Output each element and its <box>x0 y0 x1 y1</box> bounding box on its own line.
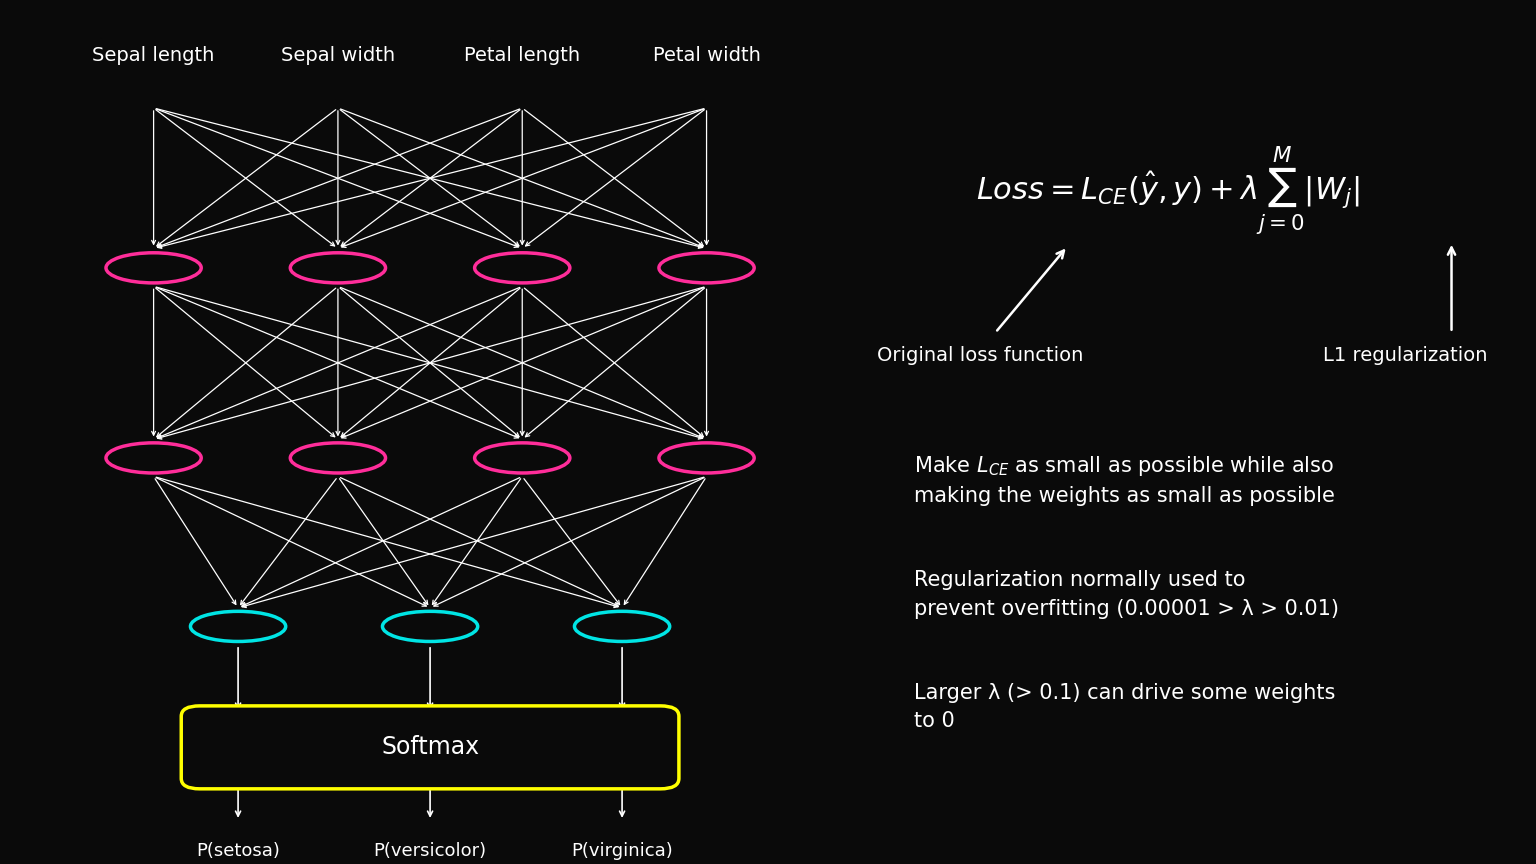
Text: $Loss = L_{CE}(\hat{y}, y) + \lambda \sum_{j=0}^{M} |W_j|$: $Loss = L_{CE}(\hat{y}, y) + \lambda \su… <box>975 143 1359 237</box>
Text: Petal width: Petal width <box>653 46 760 65</box>
Text: Make $L_{CE}$ as small as possible while also
making the weights as small as pos: Make $L_{CE}$ as small as possible while… <box>914 454 1335 506</box>
Text: P(setosa): P(setosa) <box>197 842 280 861</box>
Text: Regularization normally used to
prevent overfitting (0.00001 > λ > 0.01): Regularization normally used to prevent … <box>914 570 1339 619</box>
FancyBboxPatch shape <box>181 706 679 789</box>
Text: Petal length: Petal length <box>464 46 581 65</box>
Text: P(virginica): P(virginica) <box>571 842 673 861</box>
Text: Softmax: Softmax <box>381 735 479 759</box>
Text: L1 regularization: L1 regularization <box>1322 346 1488 365</box>
Text: Original loss function: Original loss function <box>877 346 1083 365</box>
Text: Sepal width: Sepal width <box>281 46 395 65</box>
Text: Larger λ (> 0.1) can drive some weights
to 0: Larger λ (> 0.1) can drive some weights … <box>914 683 1335 731</box>
Text: P(versicolor): P(versicolor) <box>373 842 487 861</box>
Text: Sepal length: Sepal length <box>92 46 215 65</box>
